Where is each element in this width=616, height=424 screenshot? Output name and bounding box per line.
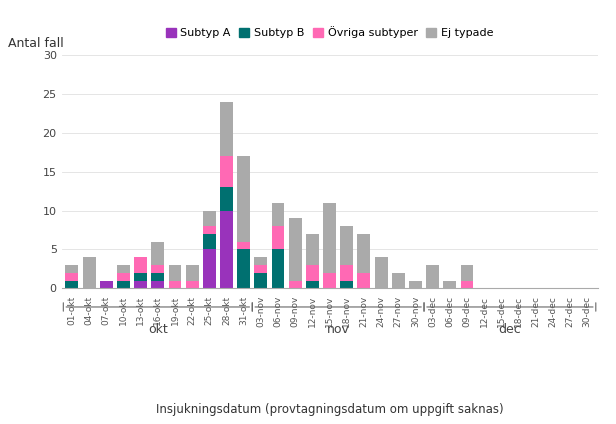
Bar [272,249,285,288]
Bar [134,281,147,288]
Text: Antal fall: Antal fall [8,37,64,50]
Bar [117,273,130,281]
Bar [357,234,370,273]
Bar [323,273,336,288]
Bar [117,281,130,288]
Bar [306,265,319,281]
Bar [237,242,250,249]
Bar [65,273,78,281]
Bar [272,226,285,249]
Bar [237,249,250,288]
Legend: Subtyp A, Subtyp B, Övriga subtyper, Ej typade: Subtyp A, Subtyp B, Övriga subtyper, Ej … [163,24,496,40]
Bar [203,234,216,249]
Bar [340,226,353,265]
Bar [169,281,181,288]
Bar [323,203,336,273]
Bar [254,265,267,273]
Bar [117,265,130,273]
Bar [254,273,267,288]
Bar [357,273,370,288]
Bar [152,281,164,288]
Bar [220,102,233,156]
Bar [185,281,198,288]
Bar [444,281,456,288]
Bar [254,257,267,265]
Bar [134,273,147,281]
Bar [306,234,319,265]
Text: dec: dec [498,324,521,336]
Text: nov: nov [326,324,350,336]
Bar [83,257,95,288]
Bar [461,265,474,281]
Bar [306,281,319,288]
Bar [409,281,422,288]
Text: Insjukningsdatum (provtagningsdatum om uppgift saknas): Insjukningsdatum (provtagningsdatum om u… [156,402,503,416]
Bar [169,265,181,281]
Bar [340,281,353,288]
Bar [340,265,353,281]
Bar [203,226,216,234]
Bar [461,281,474,288]
Bar [220,211,233,288]
Bar [65,281,78,288]
Bar [185,265,198,281]
Bar [134,257,147,273]
Bar [375,257,387,288]
Bar [426,265,439,288]
Bar [100,281,113,288]
Bar [289,218,302,281]
Bar [392,273,405,288]
Bar [152,273,164,281]
Bar [220,156,233,187]
Bar [220,187,233,211]
Bar [65,265,78,273]
Bar [289,281,302,288]
Bar [152,265,164,273]
Text: okt: okt [148,324,168,336]
Bar [203,249,216,288]
Bar [272,203,285,226]
Bar [203,211,216,226]
Bar [237,156,250,242]
Bar [152,242,164,265]
